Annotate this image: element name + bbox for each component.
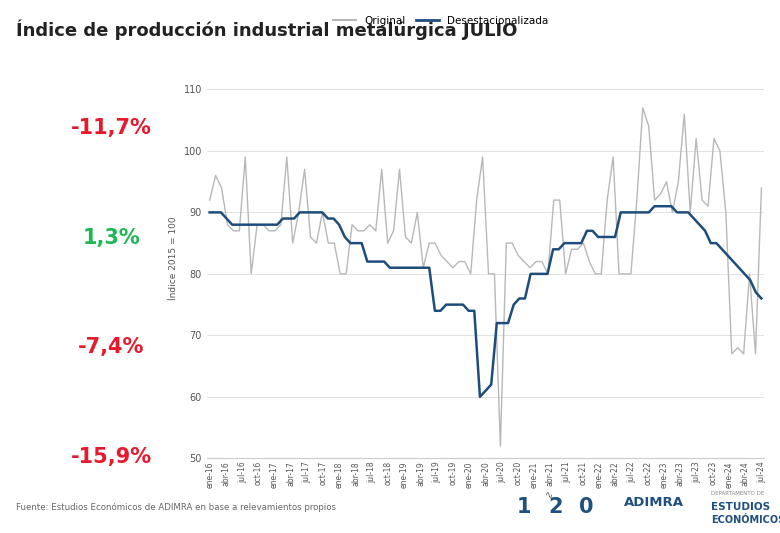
Text: Var. interanual: Var. interanual — [72, 72, 151, 81]
Text: ADIMRA: ADIMRA — [624, 496, 684, 508]
Text: -15,9%: -15,9% — [70, 447, 152, 467]
Text: Var. mensual: Var. mensual — [77, 182, 145, 191]
Text: DEPARTAMENTO DE: DEPARTAMENTO DE — [711, 491, 764, 496]
Legend: Original, Desestacionalizada: Original, Desestacionalizada — [329, 12, 553, 30]
Text: Var. acumulada
desde dic23: Var. acumulada desde dic23 — [70, 286, 152, 305]
Text: 2: 2 — [548, 497, 562, 517]
Text: 0: 0 — [580, 497, 594, 517]
Text: Índice de producción industrial metalúrgica JULIO: Índice de producción industrial metalúrg… — [16, 19, 517, 39]
Text: Fuente: Estudios Económicos de ADIMRA en base a relevamientos propios: Fuente: Estudios Económicos de ADIMRA en… — [16, 503, 335, 512]
Text: -7,4%: -7,4% — [78, 337, 144, 357]
Text: Var. acumulada
interanual: Var. acumulada interanual — [70, 395, 152, 415]
Text: ECONÓMICOS: ECONÓMICOS — [711, 515, 780, 526]
Text: ∿: ∿ — [545, 490, 553, 500]
Text: ESTUDIOS: ESTUDIOS — [711, 502, 771, 512]
Text: 1,3%: 1,3% — [82, 228, 140, 248]
Text: Producción metalúrgica: Producción metalúrgica — [24, 205, 34, 344]
Text: -11,7%: -11,7% — [71, 118, 151, 138]
Text: 1: 1 — [517, 497, 531, 517]
Y-axis label: Índice 2015 = 100: Índice 2015 = 100 — [169, 217, 178, 300]
